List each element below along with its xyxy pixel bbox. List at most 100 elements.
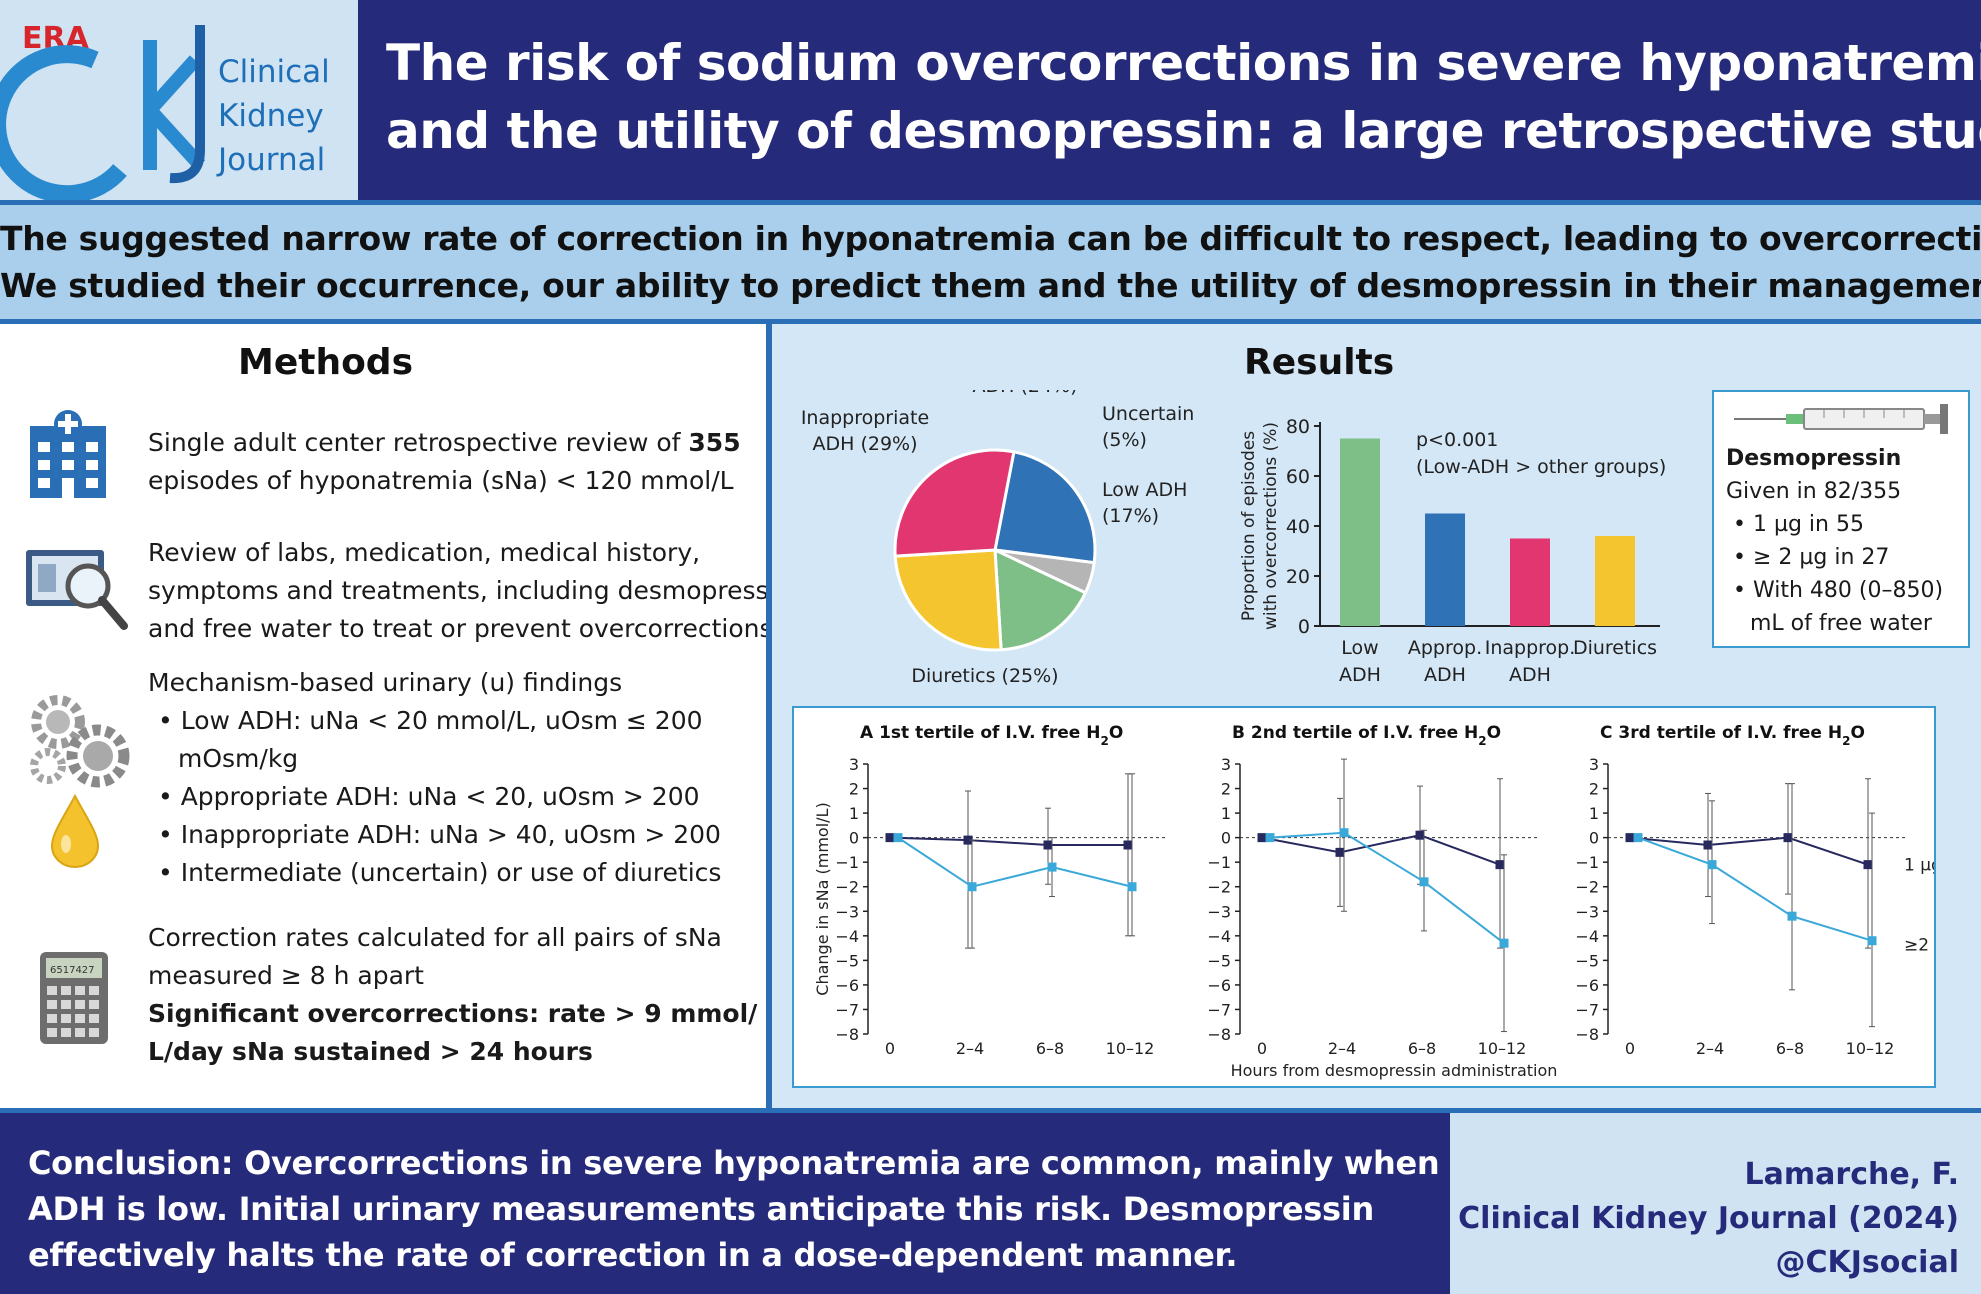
logo-k-stroke xyxy=(143,40,206,170)
method-text: Review of labs, medication, medical hist… xyxy=(148,538,701,567)
section-divider xyxy=(766,324,772,1108)
list-item: • Appropriate ADH: uNa < 20, uOsm > 200 xyxy=(158,782,700,811)
title-line: and the utility of desmopressin: a large… xyxy=(386,102,1981,160)
pie-label: ADH (24%) xyxy=(972,390,1077,397)
y-tick-label: −6 xyxy=(1575,976,1599,995)
y-axis-label-line: Proportion of episodes xyxy=(1239,431,1259,621)
y-axis-label: Change in sNa (mmol/L) xyxy=(813,802,832,995)
series-line xyxy=(1261,834,1501,866)
panel-title-text: 1st tertile of I.V. free H xyxy=(879,723,1100,743)
method-item-text: Single adult center retrospective review… xyxy=(148,424,741,500)
y-tick-label: −3 xyxy=(1207,902,1231,921)
y-tick-label: 0 xyxy=(849,829,859,848)
line-charts-panel: A 1st tertile of I.V. free H2O 3 2 1 0 −1 −2 −3… xyxy=(792,706,1936,1088)
pie-slice xyxy=(893,548,1003,652)
list-item-continuation: mOsm/kg xyxy=(178,744,299,773)
logo-j-stroke xyxy=(169,25,205,184)
line-charts: A 1st tertile of I.V. free H2O3210−1−2−3… xyxy=(813,723,1934,1080)
journal-name: Clinical Kidney Journal xyxy=(218,50,330,182)
y-tick-label: −5 xyxy=(1575,951,1599,970)
x-tick-label: 2–4 xyxy=(1696,1039,1724,1058)
y-tick-label: −7 xyxy=(835,1000,859,1019)
data-point xyxy=(1123,840,1133,850)
data-point xyxy=(1265,833,1275,843)
y-tick-label: −6 xyxy=(1207,976,1231,995)
y-tick-label: 3 xyxy=(849,755,859,774)
data-point xyxy=(1415,830,1425,840)
y-tick-label: −2 xyxy=(1575,878,1599,897)
data-point xyxy=(1867,936,1877,946)
y-tick-label: −4 xyxy=(835,927,859,946)
bar xyxy=(1425,513,1465,626)
x-tick-label: 0 xyxy=(1257,1039,1267,1058)
y-axis-label: Proportion of episodes with overcorrectio… xyxy=(1239,422,1281,630)
series-line xyxy=(889,836,1128,846)
list-item-continuation: mL of free water xyxy=(1750,611,1932,636)
panel-letter: B xyxy=(1232,723,1251,743)
ckj-logo: ERA ckj xyxy=(0,21,206,200)
panel-title-subscript: 2 xyxy=(1100,734,1108,748)
x-tick-label: ADH xyxy=(1424,664,1466,686)
pie-label: Uncertain xyxy=(1102,403,1194,425)
y-tick-label: −1 xyxy=(1207,853,1231,872)
gears-icon xyxy=(30,695,130,788)
y-tick-label: −5 xyxy=(835,951,859,970)
title-line: The risk of sodium overcorrections in se… xyxy=(386,34,1981,92)
y-tick-label: 2 xyxy=(849,780,859,799)
panel-title-text: 3rd tertile of I.V. free H xyxy=(1618,723,1842,743)
x-tick-label: Low xyxy=(1341,637,1378,659)
y-tick-label: −5 xyxy=(1207,951,1231,970)
panel-title-subscript: 2 xyxy=(1842,734,1850,748)
x-tick-label: 10–12 xyxy=(1478,1039,1527,1058)
method-text: Single adult center retrospective review… xyxy=(148,428,689,457)
y-tick-label: 3 xyxy=(1221,755,1231,774)
bullet-text: Inappropriate ADH: uNa > 40, uOsm > 200 xyxy=(180,820,721,849)
data-point xyxy=(963,835,973,845)
bullet-text: Low ADH: uNa < 20 mmol/L, uOsm ≤ 200 xyxy=(180,706,703,735)
bullet-text: With 480 (0–850) xyxy=(1752,578,1944,603)
desmopressin-info: Desmopressin Given in 82/355 • 1 µg in 5… xyxy=(1726,442,1943,640)
method-text: episodes of hyponatremia (sNa) < 120 mmo… xyxy=(148,466,734,495)
pie-slice xyxy=(993,450,1097,565)
x-tick-label: 2–4 xyxy=(956,1039,984,1058)
x-tick-label: Diuretics xyxy=(1573,637,1657,659)
method-item-text: Mechanism-based urinary (u) findings xyxy=(148,664,622,702)
x-tick-label: 6–8 xyxy=(1408,1039,1436,1058)
y-tick-label: 80 xyxy=(1286,416,1310,438)
pie-slice xyxy=(893,448,1016,558)
y-tick-label: 0 xyxy=(1298,616,1310,638)
panel-letter: A xyxy=(860,723,879,743)
citation-handle: @CKJsocial xyxy=(1775,1245,1960,1280)
data-point xyxy=(1339,828,1349,838)
logo-panel: ERA ckj Clinical Kidney Journal xyxy=(0,0,358,200)
y-tick-label: −7 xyxy=(1575,1000,1599,1019)
intro-line: We studied their occurrence, our ability… xyxy=(0,266,1981,305)
x-tick-label: Inapprop. xyxy=(1485,637,1576,659)
data-point xyxy=(885,833,895,843)
data-point xyxy=(1499,938,1509,948)
list-item: • Intermediate (uncertain) or use of diu… xyxy=(158,858,722,887)
data-point xyxy=(1043,840,1053,850)
series-line xyxy=(1637,836,1873,942)
y-tick-label: −2 xyxy=(1207,878,1231,897)
x-tick-label: ADH xyxy=(1339,664,1381,686)
y-tick-label: 1 xyxy=(1589,804,1599,823)
x-tick-label: ADH xyxy=(1509,664,1551,686)
y-tick-label: −4 xyxy=(1575,927,1599,946)
legend-label: ≥2 µg xyxy=(1904,936,1934,956)
y-tick-label: 3 xyxy=(1589,755,1599,774)
bar-chart: 0 20 40 60 80 Low ADH Approp. ADH Inapprop. ADH Diu… xyxy=(1239,416,1666,686)
method-item-text: Correction rates calculated for all pair… xyxy=(148,919,757,1071)
data-point xyxy=(967,882,977,892)
y-tick-label: 20 xyxy=(1286,566,1310,588)
title-panel: The risk of sodium overcorrections in se… xyxy=(358,0,1981,200)
results-heading: Results xyxy=(1244,342,1395,383)
citation-journal: Clinical Kidney Journal (2024) xyxy=(1458,1201,1959,1236)
method-text-bold: Significant overcorrections: rate > 9 mm… xyxy=(148,999,758,1028)
data-point xyxy=(1335,847,1345,857)
p-value-annotation: (Low-ADH > other groups) xyxy=(1416,456,1666,478)
data-point xyxy=(1783,833,1793,843)
data-point xyxy=(1257,833,1267,843)
y-tick-label: 60 xyxy=(1286,466,1310,488)
method-text: symptoms and treatments, including desmo… xyxy=(148,576,792,605)
